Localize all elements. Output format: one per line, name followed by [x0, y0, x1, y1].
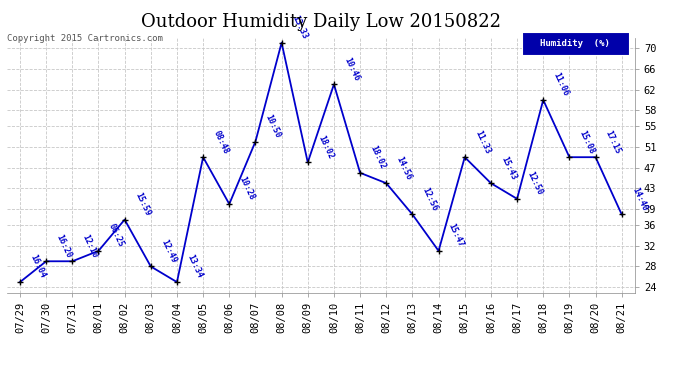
Text: 06:25: 06:25: [107, 222, 126, 249]
Text: 15:47: 15:47: [447, 222, 466, 249]
Text: 08:48: 08:48: [211, 129, 230, 155]
Text: 10:46: 10:46: [342, 56, 361, 82]
Text: 15:59: 15:59: [133, 191, 152, 217]
Text: 11:33: 11:33: [473, 129, 492, 155]
Text: 11:06: 11:06: [551, 71, 571, 98]
Text: 16:20: 16:20: [55, 232, 73, 259]
Text: 17:15: 17:15: [604, 129, 622, 155]
Text: 15:43: 15:43: [500, 154, 518, 181]
Text: Copyright 2015 Cartronics.com: Copyright 2015 Cartronics.com: [7, 34, 163, 43]
Text: 14:40: 14:40: [630, 186, 649, 212]
Text: 12:56: 12:56: [421, 186, 440, 212]
Text: 13:34: 13:34: [186, 254, 204, 280]
Text: 13:33: 13:33: [290, 14, 308, 40]
Text: 15:08: 15:08: [578, 129, 596, 155]
Text: 10:50: 10:50: [264, 113, 282, 140]
Text: 16:04: 16:04: [28, 254, 47, 280]
Text: 12:10: 12:10: [81, 232, 99, 259]
Text: 10:28: 10:28: [237, 176, 257, 202]
Text: 12:50: 12:50: [525, 170, 544, 196]
Text: 18:02: 18:02: [368, 144, 387, 171]
Text: 18:02: 18:02: [316, 134, 335, 160]
Title: Outdoor Humidity Daily Low 20150822: Outdoor Humidity Daily Low 20150822: [141, 13, 501, 31]
Text: 14:56: 14:56: [395, 154, 413, 181]
Text: 12:49: 12:49: [159, 238, 178, 264]
